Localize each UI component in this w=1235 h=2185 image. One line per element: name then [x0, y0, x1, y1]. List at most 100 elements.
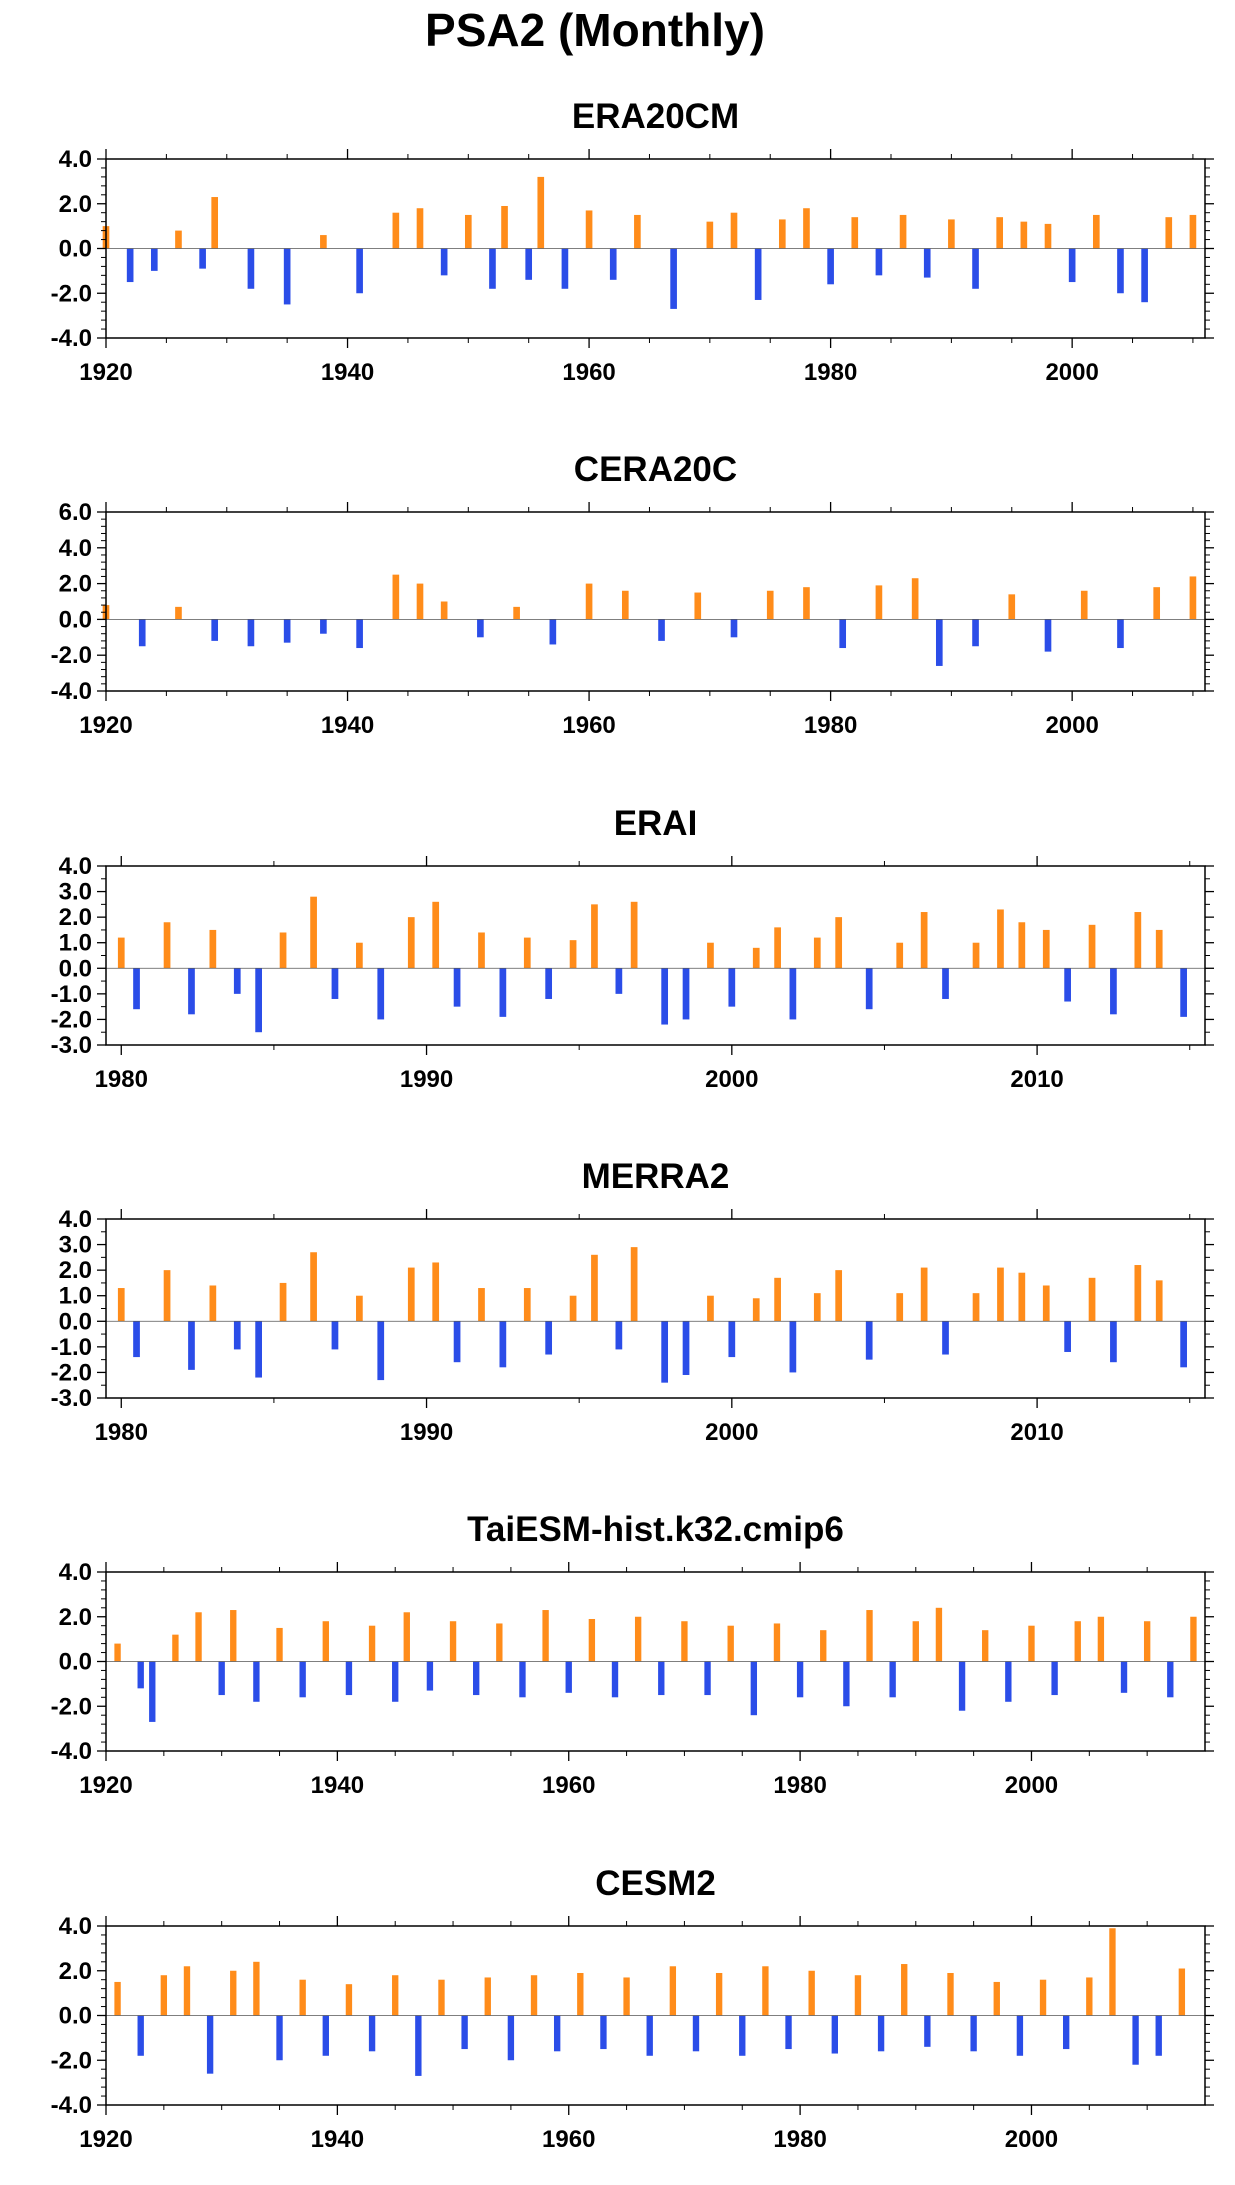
positive-bar [1109, 1928, 1116, 2016]
positive-bar [766, 590, 774, 620]
positive-bar [1020, 221, 1028, 249]
positive-bar [230, 1970, 237, 2016]
chart-title: MERRA2 [582, 1157, 730, 1196]
negative-bar [137, 2015, 144, 2056]
positive-bar [114, 1643, 121, 1662]
y-tick-label: 2.0 [59, 571, 92, 598]
negative-bar [283, 619, 291, 643]
negative-bar [126, 248, 134, 283]
chart-panel-3: ERAI -3.0-2.0-1.00.01.02.03.04.0 1980 1990 2… [51, 804, 1214, 1093]
negative-bar [499, 1321, 507, 1368]
negative-bar [473, 1661, 480, 1696]
negative-bar [789, 968, 797, 1020]
positive-bar [392, 212, 400, 249]
positive-bar [774, 927, 781, 969]
negative-bar [658, 619, 665, 641]
negative-bar [507, 2015, 515, 2061]
negative-bar [1110, 968, 1117, 1015]
negative-bar [1155, 2015, 1162, 2056]
positive-bar [117, 1288, 125, 1322]
positive-bar [851, 217, 859, 249]
positive-bar [901, 1964, 908, 2016]
y-tick-label: 2.0 [59, 904, 92, 931]
positive-bar [996, 217, 1004, 249]
chart-panel-5: TaiESM-hist.k32.cmip6 -4.0 -2.0 0.0 2.0 4.0 19… [51, 1510, 1214, 1799]
positive-bar [773, 1623, 781, 1662]
negative-bar [970, 2015, 977, 2052]
negative-bar [615, 968, 623, 994]
negative-bar [453, 968, 461, 1007]
positive-bar [320, 235, 327, 249]
positive-bar [403, 1612, 410, 1662]
negative-bar [499, 968, 507, 1017]
positive-bar [681, 1621, 688, 1662]
x-tick-label: 1940 [321, 712, 374, 739]
positive-bar [542, 1610, 549, 1662]
x-tick-label: 1960 [542, 1772, 595, 1799]
y-tick-label: 0.0 [59, 2003, 92, 2030]
x-tick-label: 2000 [1005, 2126, 1058, 2153]
negative-bar [477, 619, 484, 638]
positive-bar [407, 1267, 415, 1322]
x-tick-label: 1980 [773, 1772, 826, 1799]
x-tick-label: 1980 [804, 712, 857, 739]
positive-bar [416, 208, 424, 249]
negative-bar [661, 1321, 669, 1383]
negative-bar [692, 2015, 700, 2052]
negative-bar [356, 248, 363, 294]
negative-bar [1141, 248, 1148, 303]
negative-bar [1051, 1661, 1058, 1696]
negative-bar [924, 2015, 931, 2047]
plot-frame [105, 511, 1206, 692]
x-tick-label: 2010 [1010, 1419, 1063, 1446]
negative-bar [545, 968, 553, 999]
negative-bar [276, 2015, 283, 2061]
positive-bar [163, 922, 171, 969]
negative-bar [331, 1321, 339, 1350]
positive-bar [392, 574, 400, 620]
negative-bar [247, 248, 255, 289]
positive-bar [630, 901, 638, 969]
y-tick-label: -4.0 [51, 325, 92, 352]
negative-bar [935, 619, 943, 666]
positive-bar [513, 606, 520, 620]
positive-bar [972, 942, 980, 969]
negative-bar [875, 248, 883, 276]
positive-bar [432, 901, 440, 969]
negative-bar [739, 2015, 746, 2056]
positive-bar [730, 212, 738, 249]
positive-bar [230, 1610, 237, 1662]
positive-bar [1088, 924, 1096, 969]
positive-bar [1018, 1272, 1026, 1322]
positive-bar [1028, 1625, 1035, 1662]
bar-series [117, 896, 1187, 1033]
positive-bar [835, 917, 843, 969]
chart-panel-6: CESM2 -4.0 -2.0 0.0 2.0 4.0 1920 1940 1960 1980 20… [51, 1864, 1214, 2153]
negative-bar [368, 2015, 376, 2052]
negative-bar [188, 968, 195, 1015]
positive-bar [1134, 1265, 1142, 1322]
positive-bar [1044, 223, 1052, 249]
positive-bar [449, 1621, 457, 1662]
positive-bar [438, 1979, 445, 2016]
negative-bar [730, 619, 738, 638]
y-tick-label: -2.0 [51, 1006, 92, 1033]
x-tick-label: 1980 [95, 1066, 148, 1093]
y-tick-label: 2.0 [59, 1604, 92, 1631]
positive-bar [1189, 214, 1197, 249]
x-tick-label: 1990 [400, 1419, 453, 1446]
negative-bar [754, 248, 762, 300]
positive-bar [588, 1618, 596, 1662]
y-tick-label: -1.0 [51, 1334, 92, 1361]
positive-bar [707, 942, 714, 969]
positive-bar [669, 1966, 677, 2016]
y-tick-label: 2.0 [59, 1958, 92, 1985]
positive-bar [727, 1625, 734, 1662]
negative-bar [149, 1661, 156, 1722]
positive-bar [585, 210, 593, 249]
positive-bar [464, 214, 472, 249]
positive-bar [279, 932, 287, 969]
negative-bar [211, 619, 219, 641]
chart-title: CESM2 [595, 1864, 716, 1903]
positive-bar [1080, 590, 1088, 620]
